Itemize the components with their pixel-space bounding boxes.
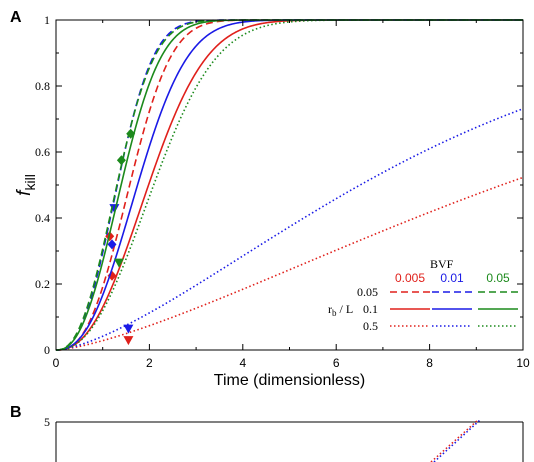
legend-rows-title: rb / L: [328, 302, 353, 318]
series-line-bvf-0.05-rb-0.5: [55, 19, 523, 351]
x-tick-label-8: 8: [426, 356, 433, 370]
svg-text:fkill: fkill: [14, 174, 38, 196]
legend-rows-title-tail: / L: [337, 302, 354, 316]
marker-bvf-0.01-rb-0.5: [123, 324, 134, 334]
panel-a-plot: [55, 19, 524, 351]
series-line-bvf-0.01-rb-0.05: [55, 19, 523, 351]
marker-bvf-0.05-rb-0.1: [116, 155, 126, 166]
y-axis-label-main: f: [14, 189, 35, 196]
x-axis-label: Time (dimensionless): [214, 372, 365, 389]
y-tick-label-0.6: 0.6: [35, 145, 50, 159]
y-tick-label-0.2: 0.2: [35, 277, 50, 291]
y-axis-label-sub: kill: [22, 174, 38, 190]
panel-a-frame: [55, 19, 524, 351]
legend-bvf-0.05: 0.05: [486, 271, 510, 285]
series-line-bvf-0.05-rb-0.05: [55, 19, 523, 351]
legend-rows-title-sub: b: [332, 308, 337, 318]
series-line-bvf-0.005-rb-0.05: [56, 19, 523, 351]
panel-b-label: B: [10, 404, 22, 421]
legend-title: BVF: [430, 257, 454, 271]
panel-b-curve-blue: [433, 419, 481, 462]
series-line-bvf-0.005-rb-0.5: [55, 176, 524, 351]
panel-b-curve-red: [430, 419, 479, 462]
y-tick-label-0.8: 0.8: [35, 79, 50, 93]
y-tick-label-0.4: 0.4: [35, 211, 50, 225]
panel-b-y-tick-5: 5: [44, 415, 50, 429]
series-line-bvf-0.05-rb-0.1: [55, 19, 523, 351]
marker-bvf-0.05-rb-0.5: [114, 258, 124, 268]
legend-rb-0.1: 0.1: [363, 302, 378, 316]
legend: BVF 0.005 0.01 0.05 0.05 0.1 0.5 rb / L: [328, 257, 518, 333]
legend-bvf-0.005: 0.005: [395, 271, 425, 285]
x-tick-label-0: 0: [53, 356, 60, 370]
x-tick-label-4: 4: [239, 356, 246, 370]
y-tick-label-0: 0: [44, 343, 50, 357]
x-tick-label-6: 6: [333, 356, 340, 370]
series-line-bvf-0.005-rb-0.1: [55, 19, 523, 351]
x-tick-label-10: 10: [516, 356, 530, 370]
panel-a-label: A: [10, 9, 22, 26]
panel-a-axes: 0 2 4 6 8 10 0 0.2 0.4 0.6 0.8 1: [35, 13, 530, 370]
x-tick-label-2: 2: [146, 356, 153, 370]
legend-rb-0.05: 0.05: [357, 285, 378, 299]
series-line-bvf-0.01-rb-0.1: [55, 19, 523, 351]
marker-bvf-0.01-rb-0.1: [107, 239, 117, 250]
marker-bvf-0.005-rb-0.5: [123, 336, 134, 346]
y-tick-label-1: 1: [44, 13, 50, 27]
legend-rb-0.5: 0.5: [363, 319, 378, 333]
legend-rows-title-main: r: [328, 302, 332, 316]
y-axis-label: fkill: [14, 174, 38, 196]
legend-bvf-0.01: 0.01: [440, 271, 464, 285]
